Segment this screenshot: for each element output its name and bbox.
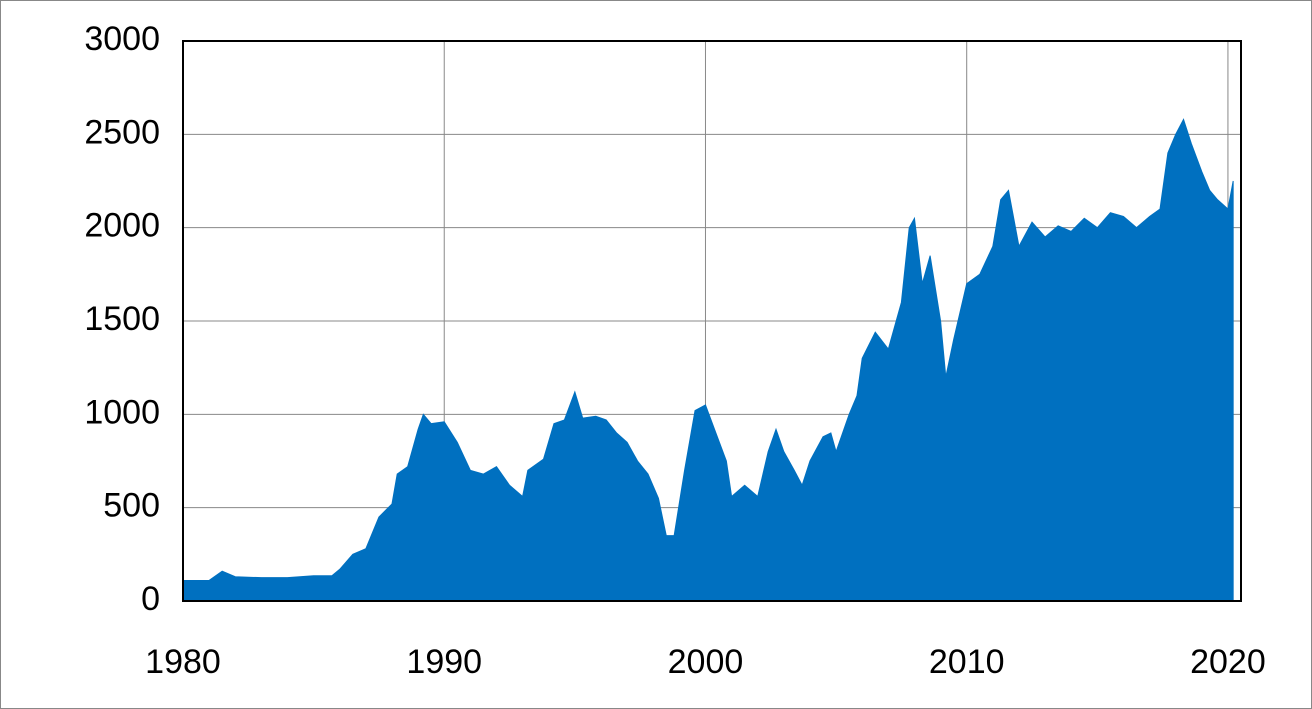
x-tick-label: 1990: [406, 643, 482, 681]
plot-border: [182, 40, 1242, 602]
y-tick-label: 2000: [84, 207, 160, 245]
y-tick-label: 500: [103, 487, 160, 525]
y-tick-label: 2500: [84, 113, 160, 151]
x-tick-label: 2010: [929, 643, 1005, 681]
x-tick-label: 1980: [145, 643, 221, 681]
y-tick-label: 3000: [84, 20, 160, 58]
y-tick-label: 1000: [84, 393, 160, 431]
x-tick-label: 2000: [668, 643, 744, 681]
y-tick-label: 1500: [84, 300, 160, 338]
y-tick-label: 0: [141, 580, 160, 618]
x-tick-label: 2020: [1190, 643, 1266, 681]
area: [182, 118, 1234, 602]
